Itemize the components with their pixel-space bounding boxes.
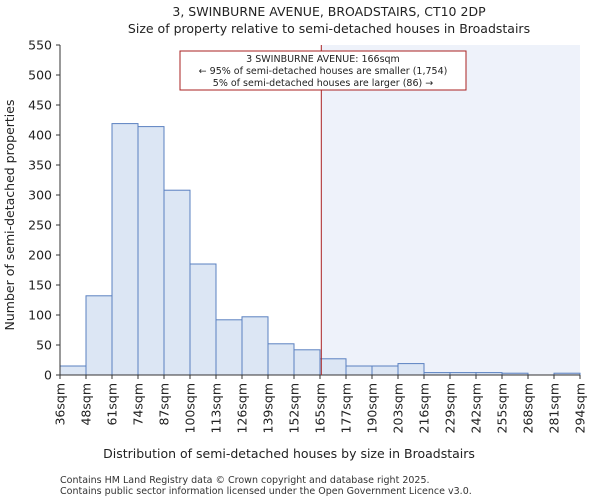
bar-165sqm	[319, 358, 347, 376]
x-axis: 36sqm 48sqm 61sqm 74sqm 87sqm 100sqm 113sqm 126…	[53, 374, 588, 433]
y-tick-label: 500	[28, 68, 52, 83]
x-tick-label: 294sqm	[573, 383, 588, 433]
annotation-frame	[179, 50, 467, 91]
bar-177sqm	[345, 365, 373, 376]
y-tick-label: 400	[28, 128, 52, 143]
highlight-region	[321, 45, 580, 375]
x-tick-label: 48sqm	[79, 383, 94, 426]
x-tick-label: 216sqm	[417, 383, 432, 433]
bar-139sqm	[267, 343, 295, 376]
y-tick-label: 450	[28, 98, 52, 113]
annotation-line-3: 5% of semi-detached houses are larger (8…	[213, 78, 433, 89]
x-tick-label: 229sqm	[443, 383, 458, 433]
chart-subtitle: Size of property relative to semi-detach…	[128, 21, 530, 36]
bar-203sqm	[397, 363, 425, 376]
x-tick-label: 36sqm	[53, 383, 68, 426]
x-tick-label: 190sqm	[365, 383, 380, 433]
y-tick-label: 250	[28, 218, 52, 233]
annotation-line-2: ← 95% of semi-detached houses are smalle…	[199, 66, 448, 77]
x-axis-label: Distribution of semi-detached houses by …	[103, 446, 475, 461]
x-tick-label: 203sqm	[391, 383, 406, 433]
y-tick-label: 300	[28, 188, 52, 203]
y-axis: 0 50 100 150 200 250 300 350 400 450 500 550	[28, 38, 61, 383]
bar-100sqm	[189, 263, 217, 376]
x-tick-label: 61sqm	[105, 383, 120, 426]
x-tick-label: 74sqm	[131, 383, 146, 426]
footer-line-1: Contains HM Land Registry data © Crown c…	[60, 475, 430, 486]
y-tick-label: 100	[28, 308, 52, 323]
x-tick-label: 139sqm	[261, 383, 276, 433]
bar-113sqm	[215, 319, 243, 376]
bar-152sqm	[293, 349, 321, 376]
x-tick-label: 177sqm	[339, 383, 354, 433]
x-tick-label: 255sqm	[495, 383, 510, 433]
x-tick-label: 126sqm	[235, 383, 250, 433]
bar-126sqm	[241, 316, 269, 376]
x-tick-label: 113sqm	[209, 383, 224, 433]
y-tick-label: 550	[28, 38, 52, 53]
bar-74sqm	[137, 126, 165, 376]
x-tick-label: 87sqm	[157, 383, 172, 426]
x-tick-label: 165sqm	[313, 383, 328, 433]
footer-line-2: Contains public sector information licen…	[60, 486, 472, 497]
bar-48sqm	[85, 295, 113, 376]
x-tick-label: 242sqm	[469, 383, 484, 433]
bar-190sqm	[371, 365, 399, 376]
y-axis-label: Number of semi-detached properties	[2, 100, 17, 331]
x-tick-label: 100sqm	[183, 383, 198, 433]
bar-87sqm	[163, 189, 191, 376]
y-tick-label: 350	[28, 158, 52, 173]
annotation-line-1: 3 SWINBURNE AVENUE: 166sqm	[246, 54, 400, 65]
x-tick-label: 281sqm	[547, 383, 562, 433]
chart-title: 3, SWINBURNE AVENUE, BROADSTAIRS, CT10 2…	[172, 4, 486, 19]
bar-61sqm	[111, 123, 139, 376]
y-tick-label: 0	[44, 368, 52, 383]
bars-group	[59, 123, 581, 376]
y-tick-label: 150	[28, 278, 52, 293]
bar-36sqm	[59, 365, 87, 376]
y-tick-label: 50	[36, 338, 52, 353]
x-tick-label: 152sqm	[287, 383, 302, 433]
x-tick-label: 268sqm	[521, 383, 536, 433]
annotation-box: 3 SWINBURNE AVENUE: 166sqm ← 95% of semi…	[179, 50, 467, 91]
y-tick-label: 200	[28, 248, 52, 263]
